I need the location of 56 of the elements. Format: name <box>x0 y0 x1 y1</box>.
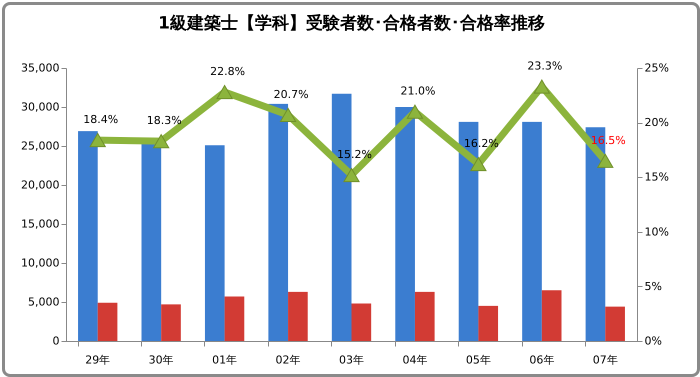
data-label: 20.7% <box>274 88 309 101</box>
y-tick-label: 35,000 <box>21 62 60 74</box>
point <box>90 133 106 148</box>
x-tick-label: 01年 <box>212 354 238 366</box>
y2-tick-label: 5% <box>644 280 662 293</box>
bar <box>605 306 625 341</box>
bar <box>288 292 308 341</box>
bar <box>224 296 244 341</box>
data-label: 23.3% <box>527 60 562 73</box>
y-tick-label: 30,000 <box>21 100 60 114</box>
point <box>343 168 360 182</box>
y-tick-label: 0 <box>52 334 60 348</box>
point <box>534 79 550 94</box>
x-tick-label: 04年 <box>402 354 428 366</box>
bar <box>204 145 225 341</box>
bar <box>414 292 435 341</box>
point <box>406 104 424 119</box>
bar <box>542 290 562 341</box>
bar <box>395 107 415 341</box>
bar <box>352 304 372 341</box>
point <box>280 108 296 122</box>
point <box>216 84 233 100</box>
data-label: 16.2% <box>464 137 499 150</box>
y-tick-label: 15,000 <box>21 218 60 230</box>
data-label: 21.0% <box>400 84 436 98</box>
x-tick-label: 29年 <box>85 354 110 366</box>
x-tick-label: 02年 <box>276 354 301 366</box>
y2-tick-label: 25% <box>644 62 669 74</box>
point <box>597 154 614 168</box>
y2-tick-label: 0% <box>644 334 662 348</box>
chart-title: 1級建築士【学科】受験者数･合格者数･合格率推移 <box>158 14 545 34</box>
y2-tick-label: 15% <box>644 170 669 184</box>
y-tick-label: 20,000 <box>21 178 60 192</box>
bar <box>268 104 288 341</box>
x-tick-label: 07年 <box>592 354 618 366</box>
x-tick-label: 06年 <box>529 354 554 366</box>
data-label: 18.3% <box>146 114 182 128</box>
y2-tick-label: 10% <box>644 225 669 238</box>
x-tick-label: 03年 <box>339 354 364 366</box>
y-tick-label: 10,000 <box>21 256 60 270</box>
data-label: 22.8% <box>210 65 246 78</box>
y2-tick-label: 20% <box>644 116 669 130</box>
point <box>470 157 486 172</box>
y-tick-label: 25,000 <box>21 140 60 152</box>
bar <box>522 122 542 341</box>
x-tick-label: 05年 <box>466 354 491 366</box>
bar <box>161 304 181 341</box>
y-tick-label: 5,000 <box>28 296 60 308</box>
data-label: 18.4% <box>83 113 118 126</box>
data-label: 15.2% <box>337 148 372 162</box>
bar <box>78 131 98 341</box>
bar <box>478 306 498 341</box>
x-tick-label: 30年 <box>148 354 174 366</box>
bar <box>98 302 118 341</box>
point <box>153 134 170 148</box>
bar <box>142 144 162 341</box>
